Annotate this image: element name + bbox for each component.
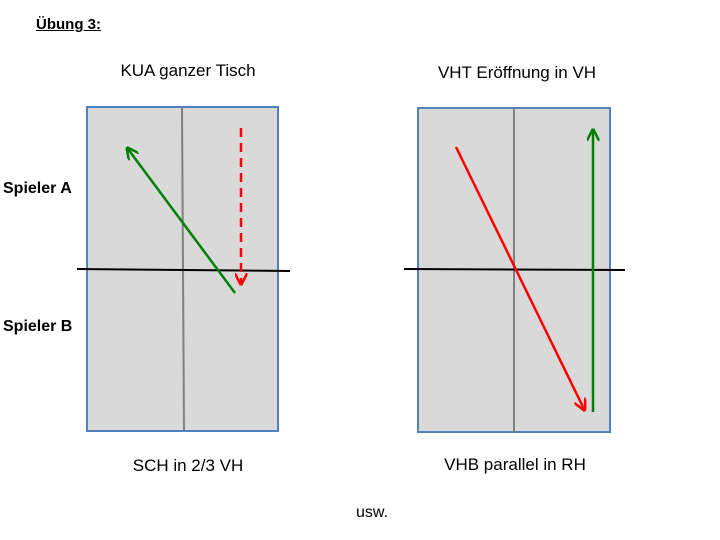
table-1-green-arrow (128, 149, 237, 294)
player-a-label: Spieler A (3, 180, 72, 197)
table-2-bottom-label: VHB parallel in RH (444, 455, 586, 474)
footer-text: usw. (355, 504, 389, 521)
player-b-label: Spieler B (3, 318, 73, 335)
table-2 (403, 107, 626, 433)
table-2-red-arrow (454, 146, 584, 409)
table-1-net (76, 268, 291, 272)
table-1 (76, 106, 291, 432)
table-2-top-label: VHT Eröffnung in VH (437, 63, 597, 82)
table-1-top-label: KUA ganzer Tisch (120, 61, 256, 80)
table-1-bottom-label: SCH in 2/3 VH (132, 456, 244, 475)
exercise-heading: Übung 3: (36, 16, 101, 33)
